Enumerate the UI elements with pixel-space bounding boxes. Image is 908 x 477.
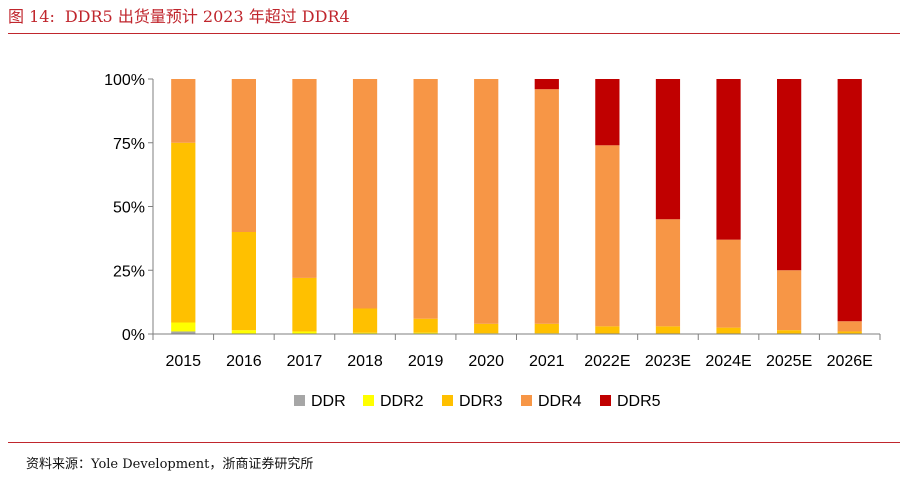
- legend-swatch-ddr4: [521, 395, 532, 406]
- legend-label-ddr3: DDR3: [459, 393, 503, 410]
- bar-segment-ddr5-2022e: [595, 79, 620, 146]
- x-tick-label: 2024E: [705, 353, 751, 370]
- bar-segment-ddr4-2020: [474, 79, 499, 324]
- bar-segment-ddr4-2023e: [655, 219, 681, 327]
- bar-segment-ddr5-2024e: [716, 79, 741, 240]
- bar-segment-ddr5-2023e: [655, 79, 681, 220]
- legend-label-ddr5: DDR5: [617, 393, 661, 410]
- legend-swatch-ddr3: [442, 395, 453, 406]
- y-tick-label: 100%: [104, 72, 145, 89]
- legend-label-ddr2: DDR2: [380, 393, 424, 410]
- x-tick-label: 2015: [165, 353, 201, 370]
- bar-segment-ddr2-2017: [292, 331, 317, 334]
- bar-segment-ddr3-2020: [474, 323, 499, 334]
- bar-segment-ddr4-2025e: [777, 270, 802, 331]
- bar-segment-ddr3-2026e: [837, 331, 862, 334]
- legend-label-ddr: DDR: [311, 393, 346, 410]
- bar-segment-ddr5-2025e: [777, 79, 802, 271]
- title-divider: [8, 33, 900, 34]
- x-tick-label: 2023E: [645, 353, 691, 370]
- bar-segment-ddr4-2015: [171, 79, 196, 143]
- legend-swatch-ddr2: [363, 395, 374, 406]
- legend-swatch-ddr: [294, 395, 305, 406]
- bar-segment-ddr3-2017: [292, 277, 317, 332]
- bar-segment-ddr4-2024e: [716, 239, 741, 328]
- bar-segment-ddr2-2019: [413, 332, 438, 334]
- bar-segment-ddr4-2026e: [837, 321, 862, 332]
- figure-label: 图 14:: [8, 7, 55, 26]
- stacked-bar-chart: 0% 25% 50% 75% 100% 2015 2016 2017 2018 2019 2020 2…: [104, 72, 881, 410]
- bar-segment-ddr3-2022e: [595, 326, 620, 334]
- y-tick-label: 0%: [122, 327, 145, 344]
- bar-segment-ddr3-2016: [231, 232, 256, 331]
- bar-segment-ddr4-2018: [352, 79, 378, 309]
- bar-segment-ddr3-2024e: [716, 327, 741, 334]
- bar-segment-ddr4-2019: [413, 79, 438, 319]
- bar-segment-ddr4-2022e: [595, 145, 620, 327]
- bar-segment-ddr5-2021: [534, 79, 559, 90]
- bar-segment-ddr4-2017: [292, 79, 317, 278]
- x-tick-label: 2018: [347, 353, 383, 370]
- bar-segment-ddr2-2015: [171, 322, 196, 332]
- bar-segment-ddr3-2025e: [777, 330, 802, 334]
- bar-segment-ddr3-2015: [171, 142, 196, 323]
- figure-title-text: DDR5 出货量预计 2023 年超过 DDR4: [64, 7, 350, 26]
- y-tick-label: 75%: [113, 136, 145, 153]
- x-tick-label: 2021: [529, 353, 565, 370]
- legend-swatch-ddr5: [600, 395, 611, 406]
- bar-segment-ddr4-2021: [534, 89, 559, 324]
- legend-label-ddr4: DDR4: [538, 393, 582, 410]
- x-tick-label: 2025E: [766, 353, 812, 370]
- y-tick-label: 25%: [113, 263, 145, 280]
- x-tick-label: 2016: [226, 353, 262, 370]
- x-tick-label: 2020: [468, 353, 504, 370]
- source-note: 资料来源：Yole Development，浙商证券研究所: [26, 457, 314, 472]
- source-divider: [8, 442, 900, 443]
- x-tick-label: 2026E: [827, 353, 873, 370]
- y-tick-label: 50%: [113, 200, 145, 217]
- bar-segment-ddr-2015: [171, 331, 196, 334]
- bar-segment-ddr5-2026e: [837, 79, 862, 322]
- x-tick-label: 2022E: [584, 353, 630, 370]
- figure-title: 图 14: DDR5 出货量预计 2023 年超过 DDR4: [8, 6, 350, 28]
- bar-segment-ddr2-2018: [352, 332, 378, 334]
- x-tick-label: 2019: [408, 353, 444, 370]
- bar-segment-ddr3-2023e: [655, 326, 681, 334]
- bar-segment-ddr4-2016: [231, 79, 256, 232]
- x-tick-label: 2017: [287, 353, 323, 370]
- bar-segment-ddr2-2016: [231, 330, 256, 334]
- bar-segment-ddr3-2021: [534, 323, 559, 334]
- bar-segment-ddr3-2019: [413, 318, 438, 333]
- bar-segment-ddr3-2018: [352, 308, 378, 333]
